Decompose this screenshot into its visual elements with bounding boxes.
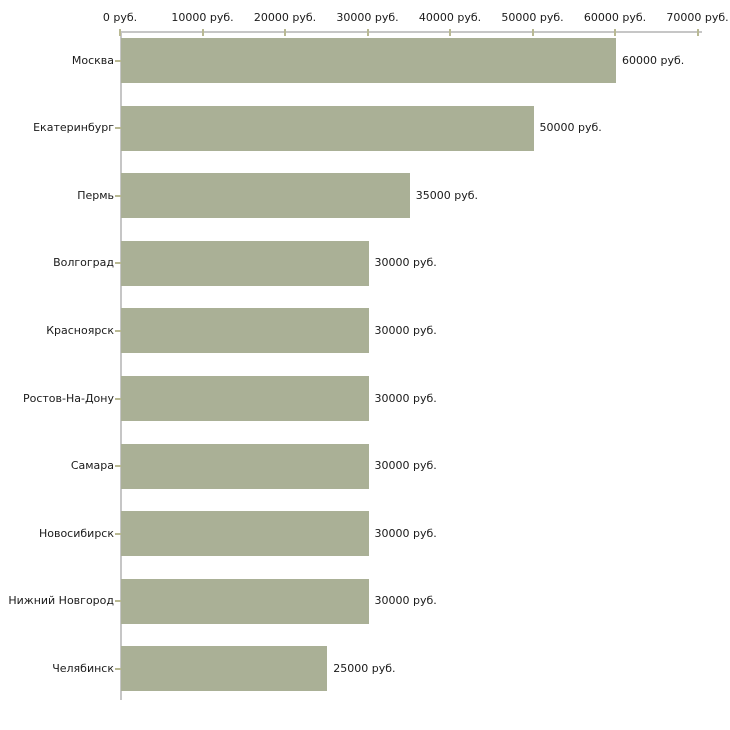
bar <box>121 578 369 624</box>
x-axis-tick-label: 0 руб. <box>102 11 138 24</box>
category-label: Екатеринбург <box>33 121 114 135</box>
category-tick-mark <box>115 667 122 670</box>
x-axis-line <box>120 31 702 33</box>
category-tick-mark <box>115 329 122 332</box>
value-label: 30000 руб. <box>374 323 437 337</box>
category-label: Самара <box>70 459 114 473</box>
bar <box>121 105 534 151</box>
category-label: Волгоград <box>53 256 114 270</box>
x-axis-tick-label: 30000 руб. <box>336 11 399 24</box>
category-tick-mark <box>115 465 122 468</box>
bar <box>121 240 369 286</box>
bar <box>121 646 328 692</box>
category-tick-mark <box>115 532 122 535</box>
bar <box>121 511 369 557</box>
y-axis-line <box>120 31 122 700</box>
value-label: 30000 руб. <box>374 459 437 473</box>
value-label: 30000 руб. <box>374 256 437 270</box>
x-axis-tick-label: 70000 руб. <box>666 11 729 24</box>
x-axis-tick-mark <box>119 29 121 36</box>
x-axis-tick-label: 50000 руб. <box>501 11 564 24</box>
category-tick-mark <box>115 194 122 197</box>
category-tick-mark <box>115 127 122 130</box>
x-axis-tick-label: 60000 руб. <box>583 11 647 24</box>
category-label: Челябинск <box>52 661 114 675</box>
value-label: 30000 руб. <box>374 594 437 608</box>
category-tick-mark <box>115 397 122 400</box>
x-axis-tick-label: 40000 руб. <box>418 11 482 24</box>
category-label: Красноярск <box>46 323 114 337</box>
category-label: Ростов-На-Дону <box>22 391 114 405</box>
category-tick-mark <box>115 59 122 62</box>
bar <box>121 38 616 83</box>
bar <box>121 173 410 219</box>
category-label: Пермь <box>77 188 114 202</box>
value-label: 35000 руб. <box>415 188 479 202</box>
bar <box>121 308 369 354</box>
x-axis-tick-mark <box>201 29 204 36</box>
value-label: 30000 руб. <box>374 391 437 405</box>
x-axis-tick-label: 20000 руб. <box>253 11 317 24</box>
value-label: 30000 руб. <box>374 526 437 540</box>
bar <box>121 376 369 421</box>
x-axis-tick-mark <box>614 29 616 36</box>
category-label: Новосибирск <box>38 526 114 540</box>
x-axis-tick-label: 10000 руб. <box>171 11 234 24</box>
bar <box>121 443 369 489</box>
value-label: 50000 руб. <box>539 121 602 135</box>
category-tick-mark <box>115 600 122 603</box>
category-tick-mark <box>115 262 122 265</box>
x-axis-tick-mark <box>531 29 534 36</box>
x-axis-tick-mark <box>696 29 699 36</box>
value-label: 25000 руб. <box>333 661 396 675</box>
x-axis-tick-mark <box>449 29 451 36</box>
x-axis-tick-mark <box>366 29 369 36</box>
value-label: 60000 руб. <box>622 53 685 67</box>
category-label: Нижний Новгород <box>8 594 114 608</box>
category-label: Москва <box>71 53 114 67</box>
x-axis-tick-mark <box>284 29 286 36</box>
